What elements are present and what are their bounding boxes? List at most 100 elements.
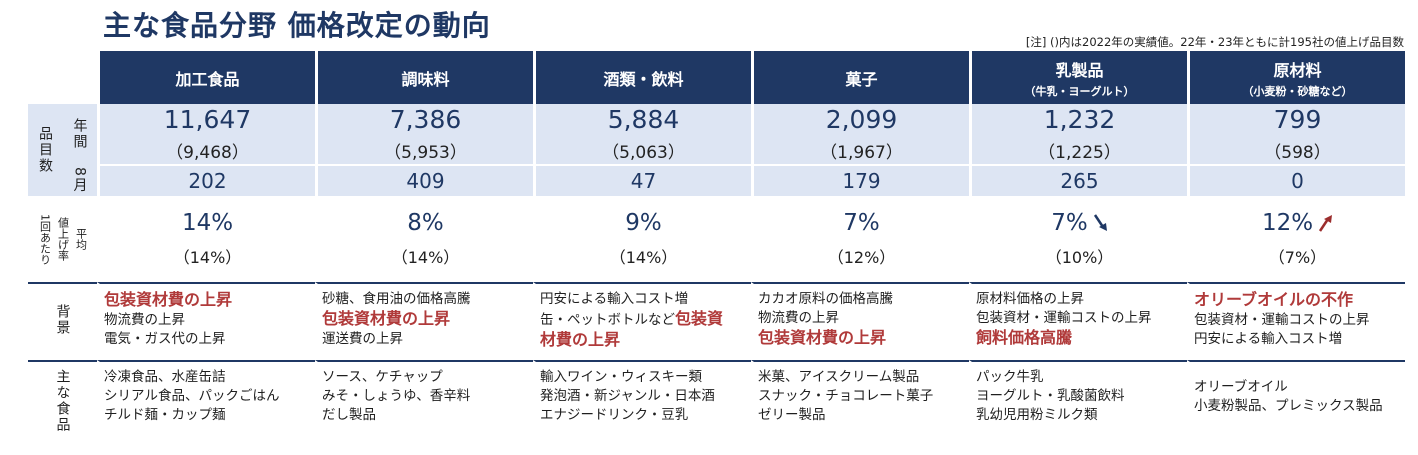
background-emphasis: 包装資材費の上昇 bbox=[322, 309, 451, 328]
food-item: パック牛乳 bbox=[976, 369, 1044, 385]
august-count: 265 bbox=[969, 164, 1187, 196]
rate-prev: （14%） bbox=[173, 248, 242, 267]
column-header-6: 原材料 （小麦粉・砂糖など） bbox=[1187, 51, 1405, 104]
background-text: 包装資材・運輸コストの上昇 bbox=[976, 310, 1152, 326]
background-line: 電気・ガス代の上昇 bbox=[104, 330, 311, 349]
row-gap bbox=[315, 355, 533, 360]
food-item: 輸入ワイン・ウィスキー類 bbox=[540, 369, 702, 385]
background-text: 運送費の上昇 bbox=[322, 331, 403, 347]
background-emphasis: 包装資材費の上昇 bbox=[104, 290, 233, 309]
background-text: 電気・ガス代の上昇 bbox=[104, 331, 226, 347]
row-gap bbox=[969, 277, 1187, 282]
items-row-label: 品目数 年間 8月 bbox=[28, 104, 97, 196]
background-line: 飼料価格高騰 bbox=[976, 328, 1183, 349]
rate-sub-label: 1回あたり bbox=[38, 213, 52, 265]
food-item: だし製品 bbox=[322, 407, 376, 423]
food-item: スナック・チョコレート菓子 bbox=[758, 388, 934, 404]
annual-count: 7,386 bbox=[389, 104, 462, 134]
august-count: 202 bbox=[97, 164, 315, 196]
background-emphasis: 包装資材費の上昇 bbox=[758, 328, 887, 347]
foods-cell: 輸入ワイン・ウィスキー類 発泡酒・新ジャンル・日本酒 エナジードリンク・豆乳 bbox=[533, 360, 751, 440]
background-line: 包装資材費の上昇 bbox=[758, 328, 965, 349]
row-gap bbox=[533, 355, 751, 360]
food-item: シリアル食品、パックごはん bbox=[104, 388, 280, 404]
row-gap bbox=[315, 277, 533, 282]
row-gap bbox=[751, 196, 969, 201]
background-line: 物流費の上昇 bbox=[758, 309, 965, 328]
column-header-name: 乳製品 bbox=[1055, 60, 1104, 80]
row-gap bbox=[97, 196, 315, 201]
column-header-4: 菓子 bbox=[751, 51, 969, 104]
background-text: カカオ原料の価格高騰 bbox=[758, 291, 893, 307]
august-count: 179 bbox=[751, 164, 969, 196]
annual-count-prev: （598） bbox=[1264, 142, 1331, 163]
rate-prev: （12%） bbox=[827, 248, 896, 267]
column-header-name: 調味料 bbox=[401, 69, 450, 89]
row-gap bbox=[97, 355, 315, 360]
rate-avg-label: 平均 bbox=[74, 228, 88, 250]
rate-value: 14% bbox=[181, 210, 234, 236]
foods-label: 主な食品 bbox=[54, 369, 71, 433]
rate-value: 8% bbox=[407, 210, 444, 236]
page-title: 主な食品分野 価格改定の動向 bbox=[103, 9, 491, 42]
background-line: 材費の上昇 bbox=[540, 330, 747, 351]
row-gap bbox=[315, 196, 533, 201]
background-text: 物流費の上昇 bbox=[758, 310, 839, 326]
background-line: 包装資材費の上昇 bbox=[322, 309, 529, 330]
rate-value-wrap: 7% bbox=[1051, 210, 1108, 236]
food-item: 乳幼児用粉ミルク類 bbox=[976, 407, 1098, 423]
background-line: 円安による輸入コスト増 bbox=[540, 290, 747, 309]
column-header-1: 加工食品 bbox=[97, 51, 315, 104]
background-text: 砂糖、食用油の価格高騰 bbox=[322, 291, 471, 307]
row-gap bbox=[28, 355, 97, 360]
background-cell: オリーブオイルの不作 包装資材・運輸コストの上昇 円安による輸入コスト増 bbox=[1187, 282, 1405, 355]
background-line: 包装資材・運輸コストの上昇 bbox=[976, 309, 1183, 328]
rate-cell: 8% （14%） bbox=[315, 201, 533, 277]
background-cell: 包装資材費の上昇 物流費の上昇電気・ガス代の上昇 bbox=[97, 282, 315, 355]
background-cell: カカオ原料の価格高騰 物流費の上昇包装資材費の上昇 bbox=[751, 282, 969, 355]
foods-row-label: 主な食品 bbox=[28, 360, 97, 440]
background-line: 物流費の上昇 bbox=[104, 311, 311, 330]
annual-count-cell: 1,232 （1,225） bbox=[969, 104, 1187, 164]
rate-cell: 9% （14%） bbox=[533, 201, 751, 277]
footnote: [注] ()内は2022年の実績値。22年・23年ともに計195社の値上げ品目数 bbox=[1025, 35, 1404, 49]
food-item: エナジードリンク・豆乳 bbox=[540, 407, 689, 423]
background-row-label: 背景 bbox=[28, 282, 97, 355]
background-text: 物流費の上昇 bbox=[104, 312, 185, 328]
table-corner bbox=[28, 51, 97, 104]
rate-value-wrap: 9% bbox=[625, 210, 662, 236]
background-emphasis: オリーブオイルの不作 bbox=[1194, 290, 1354, 309]
column-header-2: 調味料 bbox=[315, 51, 533, 104]
foods-cell: 冷凍食品、水産缶詰 シリアル食品、パックごはん チルド麺・カップ麺 bbox=[97, 360, 315, 440]
background-line: 砂糖、食用油の価格高騰 bbox=[322, 290, 529, 309]
background-line: 包装資材費の上昇 bbox=[104, 290, 311, 311]
row-gap bbox=[28, 277, 97, 282]
background-emphasis: 飼料価格高騰 bbox=[976, 328, 1073, 347]
row-gap bbox=[533, 277, 751, 282]
rate-row-label: 1回あたり 値上げ率 平均 bbox=[28, 201, 97, 277]
column-header-5: 乳製品 （牛乳・ヨーグルト） bbox=[969, 51, 1187, 104]
rate-main-label: 値上げ率 bbox=[56, 217, 70, 261]
food-item: チルド麺・カップ麺 bbox=[104, 407, 226, 423]
foods-cell: パック牛乳 ヨーグルト・乳酸菌飲料 乳幼児用粉ミルク類 bbox=[969, 360, 1187, 440]
rate-value-wrap: 7% bbox=[843, 210, 880, 236]
background-text: 原材料価格の上昇 bbox=[976, 291, 1084, 307]
background-line: 運送費の上昇 bbox=[322, 330, 529, 349]
background-label: 背景 bbox=[54, 303, 71, 336]
background-emphasis: 材費の上昇 bbox=[540, 330, 621, 349]
annual-count: 2,099 bbox=[825, 104, 898, 134]
annual-count-cell: 5,884 （5,063） bbox=[533, 104, 751, 164]
rate-value: 12% bbox=[1261, 210, 1314, 236]
rate-value: 7% bbox=[843, 210, 880, 236]
rate-cell: 14% （14%） bbox=[97, 201, 315, 277]
annual-count-prev: （5,063） bbox=[602, 142, 685, 163]
row-gap bbox=[97, 277, 315, 282]
august-label: 8月 bbox=[71, 166, 88, 194]
row-gap bbox=[1187, 196, 1405, 201]
price-table: 加工食品 調味料 酒類・飲料 菓子 乳製品 （牛乳・ヨーグルト） 原材料 （小麦粉・砂糖など）… bbox=[28, 51, 1408, 440]
august-count: 47 bbox=[533, 164, 751, 196]
annual-count-cell: 799 （598） bbox=[1187, 104, 1405, 164]
annual-count-prev: （5,953） bbox=[384, 142, 467, 163]
food-item: 発泡酒・新ジャンル・日本酒 bbox=[540, 388, 715, 404]
row-gap bbox=[751, 277, 969, 282]
